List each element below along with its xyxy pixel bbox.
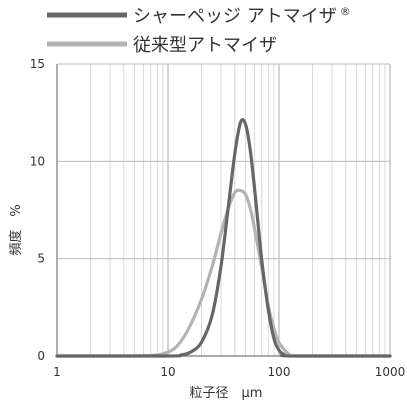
x-tick-label: 10 [160, 365, 175, 379]
y-tick-label: 5 [37, 252, 45, 266]
legend: シャーペッジ アトマイザ ® 従来型アトマイザ [47, 5, 351, 56]
axes [56, 64, 390, 357]
series-line-0 [55, 118, 392, 358]
x-tick-label: 1 [53, 365, 61, 379]
tick-labels: 1 10 100 1000 0 5 10 15 [30, 57, 406, 379]
x-tick-label: 100 [268, 365, 291, 379]
y-tick-label: 0 [37, 349, 45, 363]
y-tick-label: 10 [30, 154, 45, 168]
x-axis-label: 粒子径 μm [190, 386, 263, 401]
y-tick-label: 15 [30, 57, 45, 71]
x-tick-label: 1000 [375, 365, 406, 379]
legend-label-1: 従来型アトマイザ [133, 35, 277, 56]
series-group [55, 118, 392, 358]
registered-mark: ® [340, 5, 351, 18]
grid [56, 63, 391, 357]
y-axis-label: 頻度 % [8, 204, 24, 255]
series-line-1 [55, 188, 392, 358]
legend-label-0: シャーペッジ アトマイザ ® [133, 5, 351, 27]
